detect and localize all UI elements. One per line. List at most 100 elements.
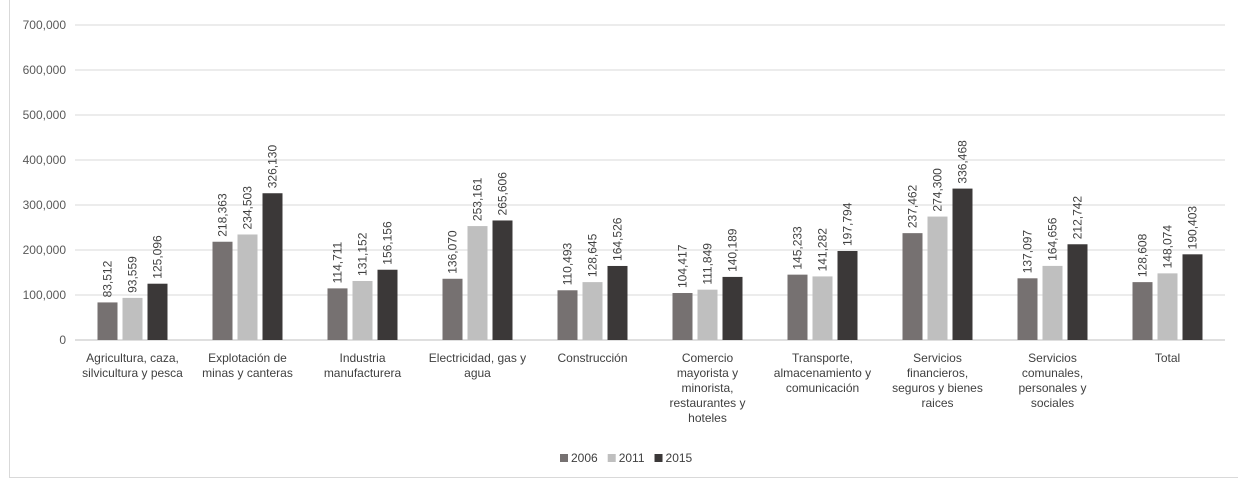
data-label: 156,156 (381, 221, 395, 265)
bar (672, 293, 693, 340)
x-category-label-line: personales y (1018, 381, 1086, 395)
bar (492, 220, 513, 340)
x-axis: Agricultura, caza, silvicultura y pesca Ex… (82, 351, 1180, 425)
x-category-label-line: Transporte, (792, 351, 853, 365)
data-label: 128,645 (586, 233, 600, 277)
x-category-label-line: seguros y bienes (892, 381, 983, 395)
bar (1182, 254, 1203, 340)
y-axis: 0 100,000 200,000 300,000 400,000 500,000 600,… (23, 18, 67, 347)
data-label: 218,363 (216, 193, 230, 237)
x-category-label-line: manufacturera (324, 366, 402, 380)
x-category-label: Construcción (557, 351, 627, 365)
bar (697, 289, 718, 340)
x-category-label-line: almacenamiento y (774, 366, 871, 380)
bar (442, 278, 463, 340)
x-category-label-line: Servicios (913, 351, 962, 365)
y-tick-label: 300,000 (23, 198, 67, 212)
x-category-label-line: Electricidad, gas y (429, 351, 526, 365)
chart-frame (9, 0, 1238, 478)
bar (467, 226, 488, 340)
bar (927, 216, 948, 340)
bar (327, 288, 348, 340)
data-label: 136,070 (446, 230, 460, 274)
x-category-label: Electricidad, gas y agua (429, 351, 526, 380)
bar (122, 297, 143, 340)
data-label: 148,074 (1161, 225, 1175, 269)
x-category-label-line: comunales, (1022, 366, 1083, 380)
bar (902, 233, 923, 340)
x-category-label-line: comunicación (786, 381, 859, 395)
x-category-label: Comercio mayorista y minorista, restaurante… (669, 351, 745, 425)
bar (1132, 282, 1153, 340)
x-category-label: Servicios financieros, seguros y bienes rai… (892, 351, 983, 410)
bar (812, 276, 833, 340)
y-tick-label: 200,000 (23, 243, 67, 257)
x-category-label-line: Construcción (557, 351, 627, 365)
x-category-label: Explotación de minas y canteras (202, 351, 293, 380)
data-label: 93,559 (126, 256, 140, 293)
data-label: 110,493 (561, 242, 575, 285)
y-tick-label: 0 (59, 333, 66, 347)
data-label: 131,152 (356, 232, 370, 276)
y-tick-label: 600,000 (23, 63, 67, 77)
bar (262, 193, 283, 340)
data-label: 274,300 (931, 168, 945, 212)
gridlines (75, 24, 1225, 341)
legend: 2006 2011 2015 (560, 451, 693, 465)
data-label: 190,403 (1186, 206, 1200, 250)
x-category-label-line: agua (464, 366, 491, 380)
legend-label: 2015 (666, 451, 693, 465)
data-label: 104,417 (676, 244, 690, 288)
data-label: 111,849 (701, 243, 715, 285)
data-label: 326,130 (266, 145, 280, 189)
legend-label: 2011 (619, 451, 645, 465)
bar (1157, 273, 1178, 340)
data-label: 141,282 (816, 228, 830, 272)
bar (237, 234, 258, 340)
legend-swatch (607, 454, 616, 462)
y-tick-label: 700,000 (23, 18, 67, 32)
data-label: 336,468 (956, 140, 970, 184)
bar (377, 269, 398, 340)
data-label: 237,462 (906, 184, 920, 228)
legend-swatch (654, 454, 663, 462)
legend-label: 2006 (571, 451, 598, 465)
data-label: 137,097 (1021, 230, 1035, 274)
data-label: 83,512 (101, 260, 115, 297)
data-label: 140,189 (726, 228, 740, 272)
data-label: 128,608 (1136, 233, 1150, 277)
data-label: 234,503 (241, 186, 255, 230)
data-label: 164,656 (1046, 217, 1060, 261)
bar (557, 290, 578, 340)
data-label: 125,096 (151, 235, 165, 279)
bar (1017, 278, 1038, 340)
data-label: 253,161 (471, 177, 485, 221)
x-category-label-line: financieros, (907, 366, 968, 380)
x-category-label-line: restaurantes y (669, 396, 745, 410)
x-category-label-line: Industria (339, 351, 385, 365)
y-tick-label: 400,000 (23, 153, 67, 167)
data-label: 197,794 (841, 202, 855, 246)
bar (352, 280, 373, 340)
bar (787, 274, 808, 340)
bar (837, 250, 858, 340)
x-category-label-line: Total (1155, 351, 1180, 365)
x-category-label-line: Agricultura, caza, (86, 351, 179, 365)
bars (97, 188, 1203, 340)
x-category-label-line: hoteles (688, 411, 727, 425)
bar (582, 282, 603, 340)
x-category-label-line: mayorista y (677, 366, 738, 380)
bar (212, 241, 233, 340)
bar (952, 188, 973, 340)
bar (147, 283, 168, 340)
data-label: 212,742 (1071, 196, 1085, 240)
x-category-label-line: silvicultura y pesca (82, 366, 183, 380)
data-labels: 83,512 93,559 125,096 218,363 234,503 326,130… (101, 140, 1200, 298)
data-label: 164,526 (611, 217, 625, 261)
bar (97, 302, 118, 340)
x-category-label: Total (1155, 351, 1180, 365)
data-label: 145,233 (791, 226, 805, 270)
bar (1067, 244, 1088, 340)
x-category-label-line: raices (921, 396, 953, 410)
